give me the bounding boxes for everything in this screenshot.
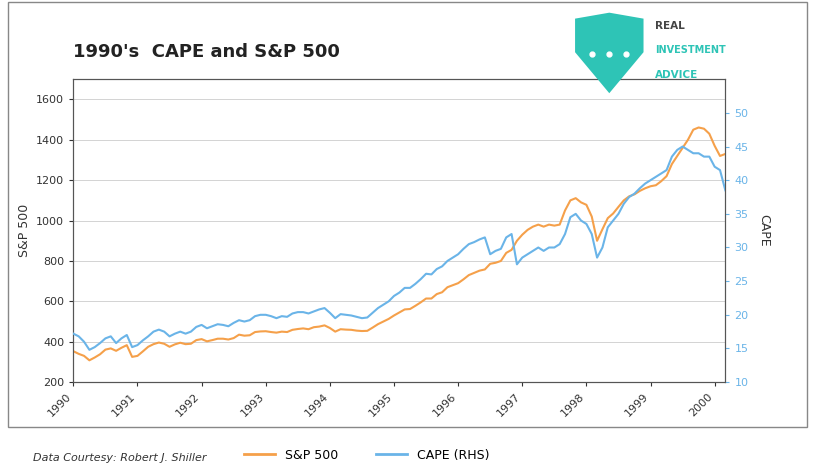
Text: REAL: REAL (655, 21, 685, 31)
Legend: S&P 500, CAPE (RHS): S&P 500, CAPE (RHS) (239, 444, 495, 466)
Text: Data Courtesy: Robert J. Shiller: Data Courtesy: Robert J. Shiller (33, 453, 206, 463)
Y-axis label: S&P 500: S&P 500 (18, 204, 31, 257)
Polygon shape (575, 13, 644, 93)
Text: INVESTMENT: INVESTMENT (655, 45, 725, 55)
Y-axis label: CAPE: CAPE (757, 214, 770, 247)
Text: 1990's  CAPE and S&P 500: 1990's CAPE and S&P 500 (73, 42, 340, 61)
Text: ADVICE: ADVICE (655, 69, 698, 80)
